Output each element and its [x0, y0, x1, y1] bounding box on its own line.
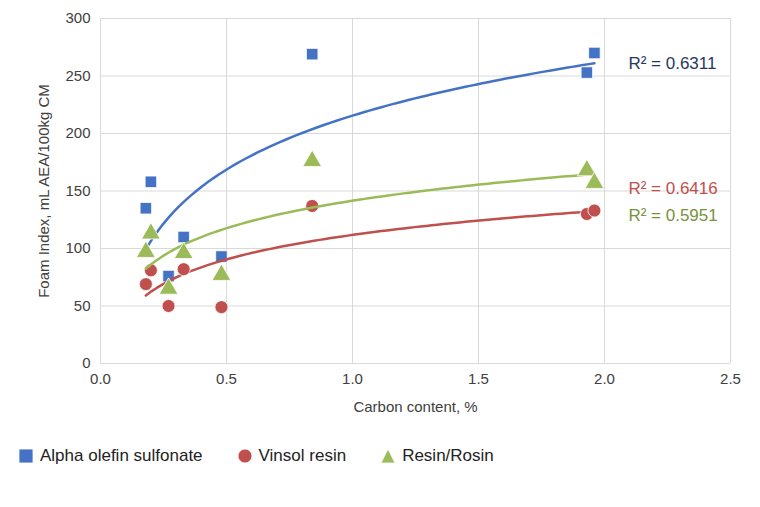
svg-text:Foam Index, mL AEA/100kg CM: Foam Index, mL AEA/100kg CM: [35, 84, 52, 298]
svg-text:Carbon content, %: Carbon content, %: [353, 398, 477, 415]
svg-text:2.0: 2.0: [594, 370, 615, 387]
svg-text:R² = 0.6311: R² = 0.6311: [628, 54, 716, 73]
svg-text:R² = 0.6416: R² = 0.6416: [628, 178, 717, 197]
svg-text:200: 200: [65, 124, 90, 141]
svg-text:50: 50: [74, 297, 91, 314]
html-text:Vinsol resin: Vinsol resin: [258, 446, 347, 465]
svg-text:150: 150: [65, 182, 90, 199]
svg-text:1.5: 1.5: [468, 370, 489, 387]
svg-text:0.5: 0.5: [216, 370, 237, 387]
svg-text:0: 0: [82, 354, 90, 371]
svg-text:1.0: 1.0: [342, 370, 363, 387]
svg-text:0.0: 0.0: [90, 370, 111, 387]
html-text:Alpha olefin sulfonate: Alpha olefin sulfonate: [40, 446, 203, 465]
svg-text:300: 300: [65, 9, 90, 26]
svg-text:2.5: 2.5: [720, 370, 741, 387]
svg-text:250: 250: [65, 67, 90, 84]
svg-text:R² = 0.5951: R² = 0.5951: [628, 206, 717, 225]
html-text:Resin/Rosin: Resin/Rosin: [402, 446, 494, 465]
svg-text:100: 100: [65, 239, 90, 256]
